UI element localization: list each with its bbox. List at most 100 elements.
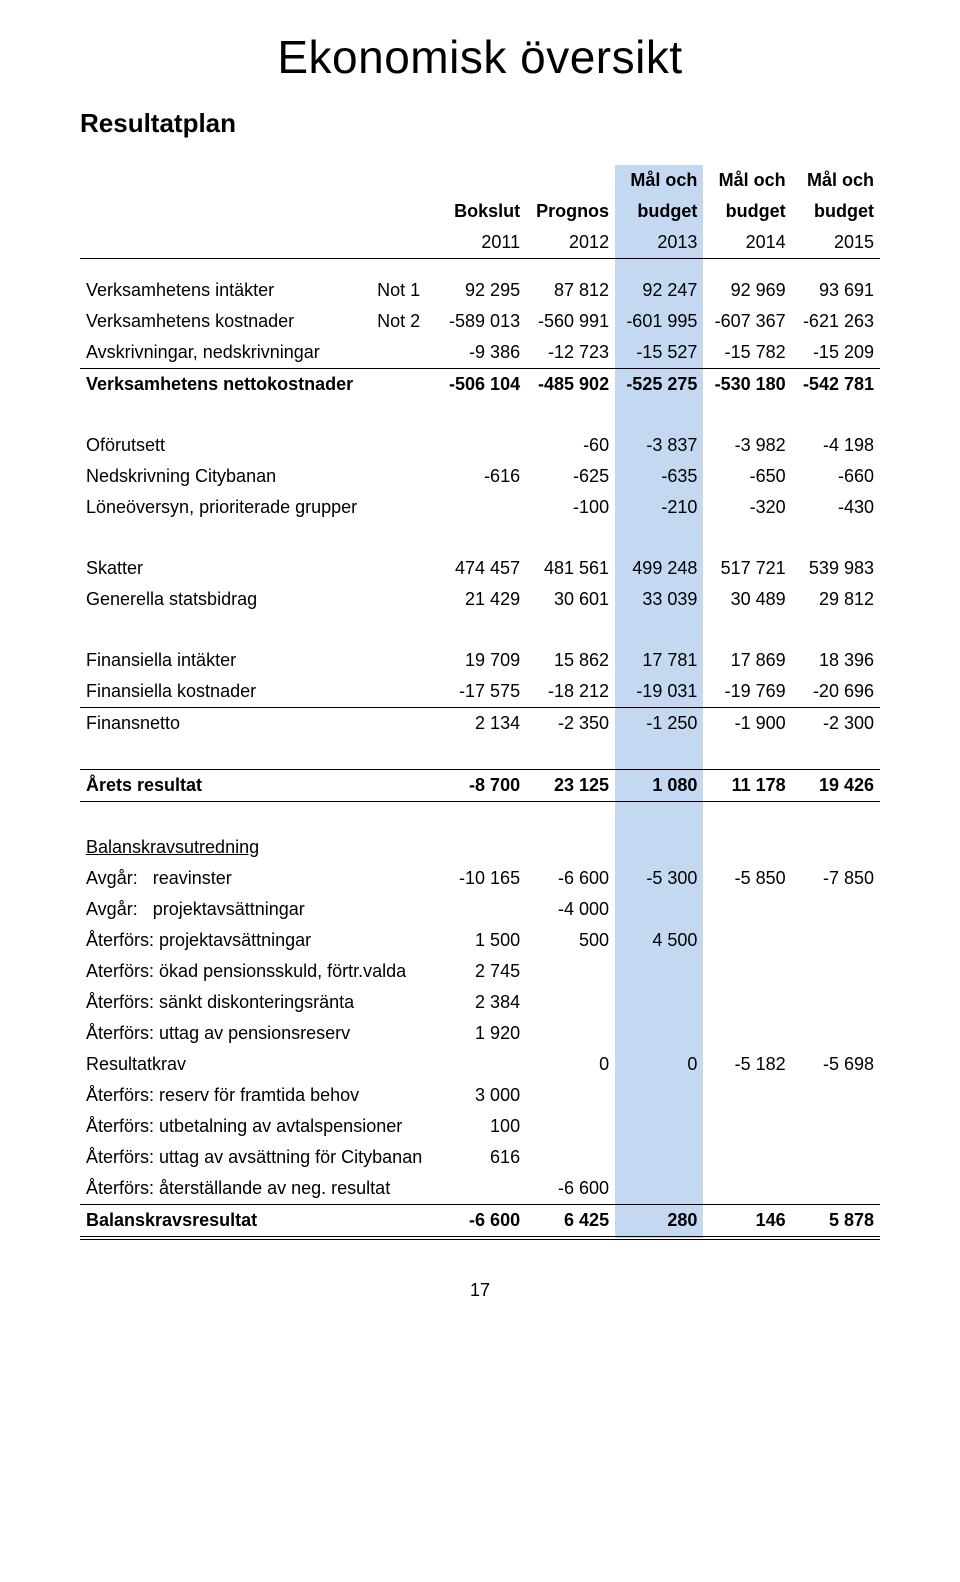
cell: 30 601 <box>526 584 615 615</box>
table-row: Avgår: reavinster -10 165 -6 600 -5 300 … <box>80 863 880 894</box>
cell: -6 600 <box>526 1173 615 1205</box>
row-note <box>371 708 438 740</box>
cell: 100 <box>438 1111 526 1142</box>
cell: 11 178 <box>703 770 791 802</box>
cell: -560 991 <box>526 306 615 337</box>
hdr-cell: budget <box>615 196 703 227</box>
cell: 1 920 <box>438 1018 526 1049</box>
cell: -8 700 <box>438 770 526 802</box>
row-label: Oförutsett <box>80 430 371 461</box>
cell <box>526 956 615 987</box>
resultatplan-table: Mål och Mål och Mål och Bokslut Prognos … <box>80 165 880 1240</box>
table-row: Skatter 474 457 481 561 499 248 517 721 … <box>80 553 880 584</box>
cell: -7 850 <box>792 863 880 894</box>
subtitle: Resultatplan <box>80 108 880 139</box>
cell: 5 878 <box>792 1205 880 1239</box>
cell: -635 <box>615 461 703 492</box>
table-row: Verksamhetens intäkter Not 1 92 295 87 8… <box>80 275 880 306</box>
cell: -616 <box>438 461 526 492</box>
cell <box>792 1142 880 1173</box>
cell: 92 295 <box>438 275 526 306</box>
cell <box>703 925 791 956</box>
row-label: Verksamhetens intäkter <box>80 275 371 306</box>
cell: 18 396 <box>792 645 880 676</box>
table-row: Aterförs: ökad pensionsskuld, förtr.vald… <box>80 956 880 987</box>
cell: -20 696 <box>792 676 880 708</box>
cell <box>703 956 791 987</box>
row-label: Generella statsbidrag <box>80 584 371 615</box>
cell: -320 <box>703 492 791 523</box>
row-label: Återförs: uttag av avsättning för Cityba… <box>80 1142 438 1173</box>
table-row: Löneöversyn, prioriterade grupper -100 -… <box>80 492 880 523</box>
row-note <box>371 770 438 802</box>
hdr-cell: Mål och <box>792 165 880 196</box>
cell: 87 812 <box>526 275 615 306</box>
cell: -100 <box>526 492 615 523</box>
cell: 499 248 <box>615 553 703 584</box>
cell: -660 <box>792 461 880 492</box>
row-note <box>371 645 438 676</box>
cell: 17 781 <box>615 645 703 676</box>
cell: -525 275 <box>615 369 703 401</box>
row-label: Skatter <box>80 553 371 584</box>
cell: -5 850 <box>703 863 791 894</box>
cell: -1 250 <box>615 708 703 740</box>
table-row: Återförs: uttag av pensionsreserv 1 920 <box>80 1018 880 1049</box>
row-label: Resultatkrav <box>80 1049 438 1080</box>
cell <box>703 1142 791 1173</box>
balans-header: Balanskravsutredning <box>80 832 438 863</box>
cell <box>615 1018 703 1049</box>
cell: 92 969 <box>703 275 791 306</box>
cell: -6 600 <box>438 1205 526 1239</box>
table-row: Avgår: projektavsättningar -4 000 <box>80 894 880 925</box>
cell: -4 198 <box>792 430 880 461</box>
cell <box>703 1080 791 1111</box>
cell: 481 561 <box>526 553 615 584</box>
row-label: Återförs: återställande av neg. resultat <box>80 1173 438 1205</box>
cell <box>615 987 703 1018</box>
cell <box>703 1111 791 1142</box>
cell: 616 <box>438 1142 526 1173</box>
cell <box>615 956 703 987</box>
row-note: Not 2 <box>371 306 438 337</box>
cell: 92 247 <box>615 275 703 306</box>
cell <box>703 1018 791 1049</box>
table-row: Finansiella intäkter 19 709 15 862 17 78… <box>80 645 880 676</box>
cell <box>703 1173 791 1205</box>
table-row: Återförs: uttag av avsättning för Cityba… <box>80 1142 880 1173</box>
cell: 29 812 <box>792 584 880 615</box>
row-label: Återförs: utbetalning av avtalspensioner <box>80 1111 438 1142</box>
cell: -18 212 <box>526 676 615 708</box>
hdr-cell: budget <box>703 196 791 227</box>
header-row-years: 2011 2012 2013 2014 2015 <box>80 227 880 259</box>
table-row: Återförs: återställande av neg. resultat… <box>80 1173 880 1205</box>
cell <box>615 1111 703 1142</box>
hdr-cell <box>80 227 371 259</box>
cell <box>792 1080 880 1111</box>
hdr-cell <box>371 227 438 259</box>
row-note <box>371 676 438 708</box>
hdr-cell: budget <box>792 196 880 227</box>
row-label: Återförs: uttag av pensionsreserv <box>80 1018 438 1049</box>
cell: 30 489 <box>703 584 791 615</box>
cell: -15 527 <box>615 337 703 369</box>
table-row: Återförs: utbetalning av avtalspensioner… <box>80 1111 880 1142</box>
cell: -589 013 <box>438 306 526 337</box>
cell <box>526 1142 615 1173</box>
table-row: Avskrivningar, nedskrivningar -9 386 -12… <box>80 337 880 369</box>
hdr-cell: 2015 <box>792 227 880 259</box>
cell: -19 031 <box>615 676 703 708</box>
table-row: Oförutsett -60 -3 837 -3 982 -4 198 <box>80 430 880 461</box>
cell: -430 <box>792 492 880 523</box>
hdr-cell <box>526 165 615 196</box>
cell: 93 691 <box>792 275 880 306</box>
row-label: Återförs: reserv för framtida behov <box>80 1080 438 1111</box>
cell: 517 721 <box>703 553 791 584</box>
cell: -601 995 <box>615 306 703 337</box>
cell: 0 <box>526 1049 615 1080</box>
cell <box>792 1173 880 1205</box>
row-label: Finansiella intäkter <box>80 645 371 676</box>
hdr-cell: Bokslut <box>438 196 526 227</box>
cell: -2 300 <box>792 708 880 740</box>
header-row-top: Mål och Mål och Mål och <box>80 165 880 196</box>
